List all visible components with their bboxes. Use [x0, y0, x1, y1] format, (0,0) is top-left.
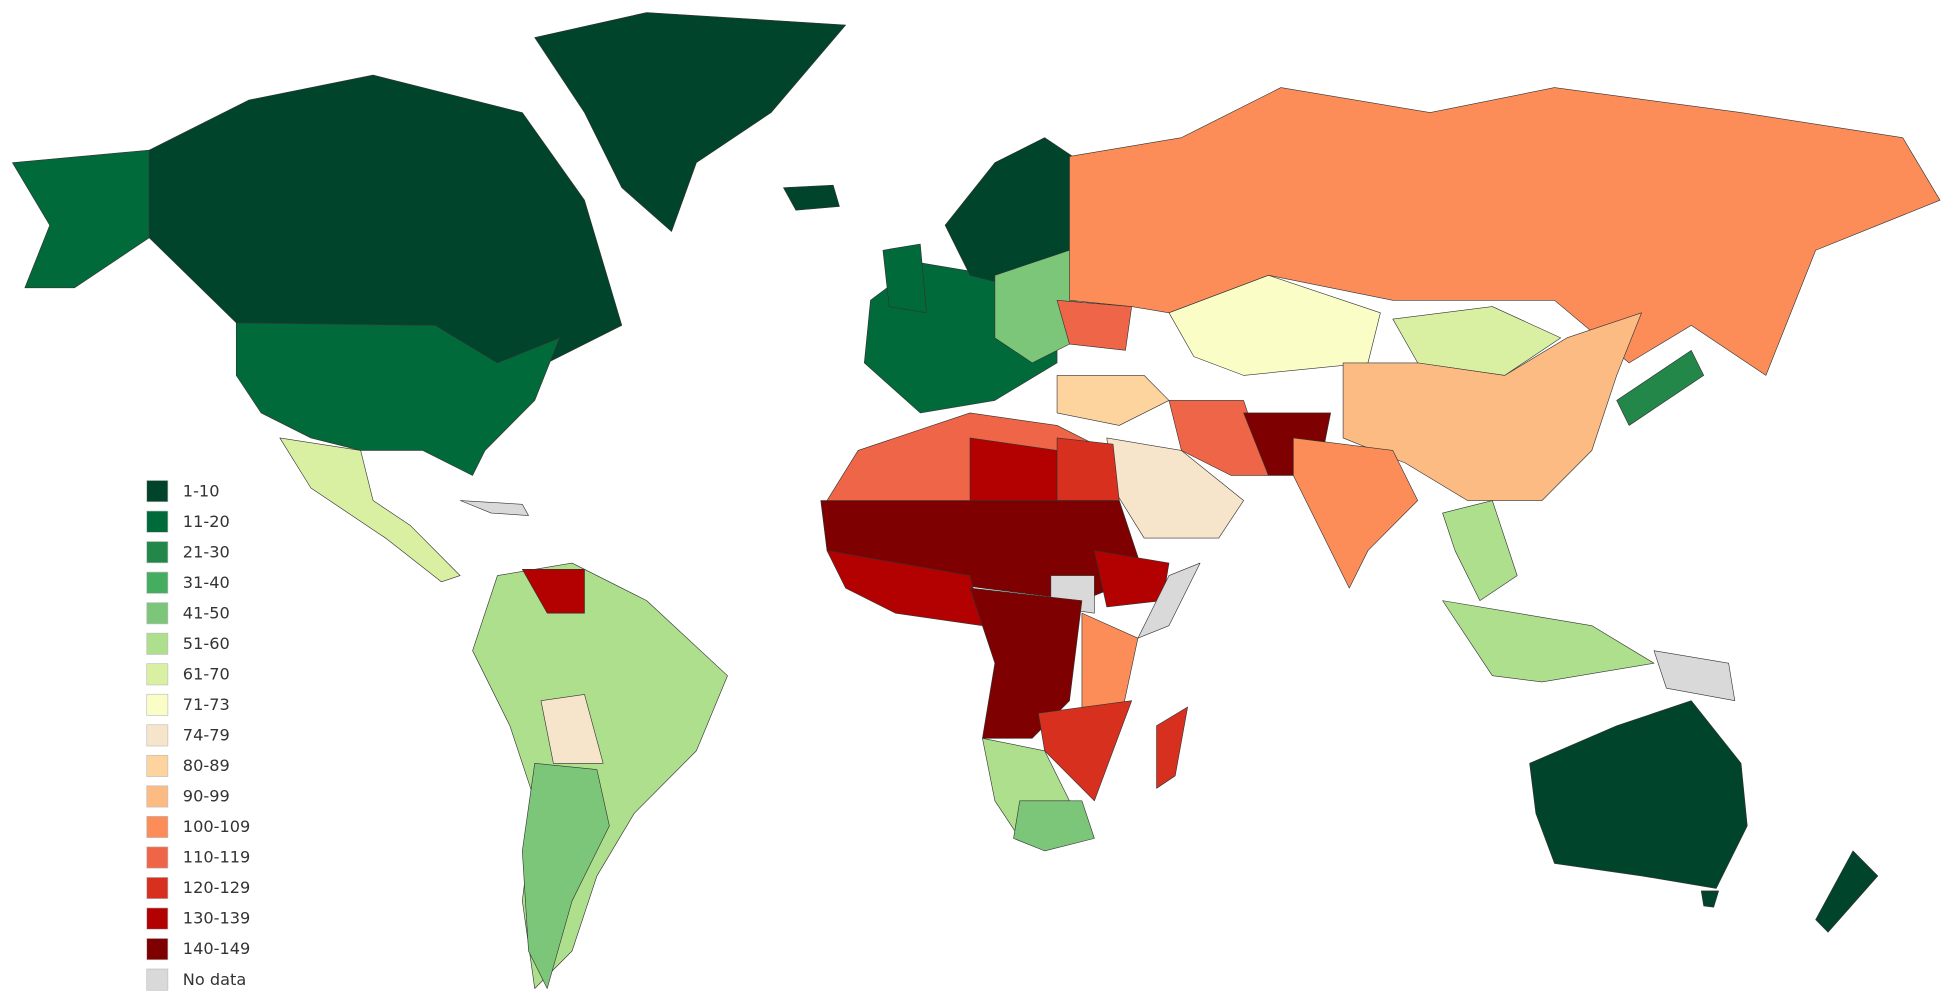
legend-swatch — [146, 632, 169, 655]
country — [1815, 850, 1879, 933]
country — [882, 243, 927, 314]
country — [12, 149, 150, 289]
country — [1293, 437, 1419, 589]
country — [534, 12, 846, 232]
legend-swatch — [146, 480, 169, 503]
legend-label: 74-79 — [183, 725, 230, 744]
country — [1529, 700, 1748, 889]
legend-label: 130-139 — [183, 909, 250, 928]
country — [1056, 299, 1132, 351]
legend-label: 51-60 — [183, 634, 230, 653]
legend-swatch — [146, 724, 169, 747]
legend-swatch — [146, 968, 169, 991]
legend: 1-10 11-20 21-30 31-40 41-50 51-60 61-70 71-73 7… — [146, 480, 250, 991]
legend-swatch — [146, 785, 169, 808]
country — [459, 500, 529, 516]
country — [1700, 890, 1719, 908]
legend-swatch — [146, 663, 169, 686]
country — [826, 550, 983, 626]
legend-label: 31-40 — [183, 573, 230, 592]
legend-label: 1-10 — [183, 481, 220, 500]
legend-swatch — [146, 907, 169, 930]
legend-swatch — [146, 846, 169, 869]
legend-swatch — [146, 877, 169, 899]
legend-label: 11-20 — [183, 512, 230, 531]
country — [969, 587, 1083, 739]
country — [522, 762, 610, 989]
legend-swatch — [146, 816, 169, 838]
country — [522, 569, 585, 614]
legend-label: 140-149 — [183, 939, 250, 958]
legend-label: 80-89 — [183, 756, 230, 775]
legend-label: 90-99 — [183, 787, 230, 806]
country — [1156, 706, 1188, 789]
legend-label: No data — [183, 970, 246, 989]
legend-label: 21-30 — [183, 542, 230, 561]
legend-swatch — [146, 938, 169, 961]
country — [1137, 562, 1201, 639]
country — [1653, 650, 1736, 702]
country — [1038, 700, 1132, 802]
country — [1013, 800, 1095, 852]
legend-label: 110-119 — [183, 848, 250, 867]
country — [540, 694, 604, 764]
country — [1392, 306, 1562, 376]
legend-label: 71-73 — [183, 695, 230, 714]
country — [1056, 437, 1120, 501]
country — [1616, 350, 1705, 426]
legend-swatch — [146, 693, 169, 716]
country — [472, 562, 728, 989]
legend-label: 100-109 — [183, 817, 250, 836]
legend-swatch — [146, 541, 169, 564]
map-layer: 1-10 11-20 21-30 31-40 41-50 51-60 61-70 71-73 7… — [12, 12, 1941, 991]
legend-label: 120-129 — [183, 878, 250, 897]
legend-swatch — [146, 510, 169, 533]
country — [994, 249, 1083, 364]
legend-swatch — [146, 754, 169, 777]
country — [279, 437, 461, 583]
country — [1442, 500, 1518, 601]
legend-label: 61-70 — [183, 664, 230, 683]
country — [1442, 600, 1655, 683]
legend-swatch — [146, 571, 169, 594]
legend-label: 41-50 — [183, 603, 230, 622]
country — [1168, 400, 1269, 476]
country — [1056, 375, 1170, 426]
legend-swatch — [146, 602, 169, 625]
country — [783, 184, 840, 211]
country — [148, 74, 623, 364]
country — [235, 322, 560, 476]
